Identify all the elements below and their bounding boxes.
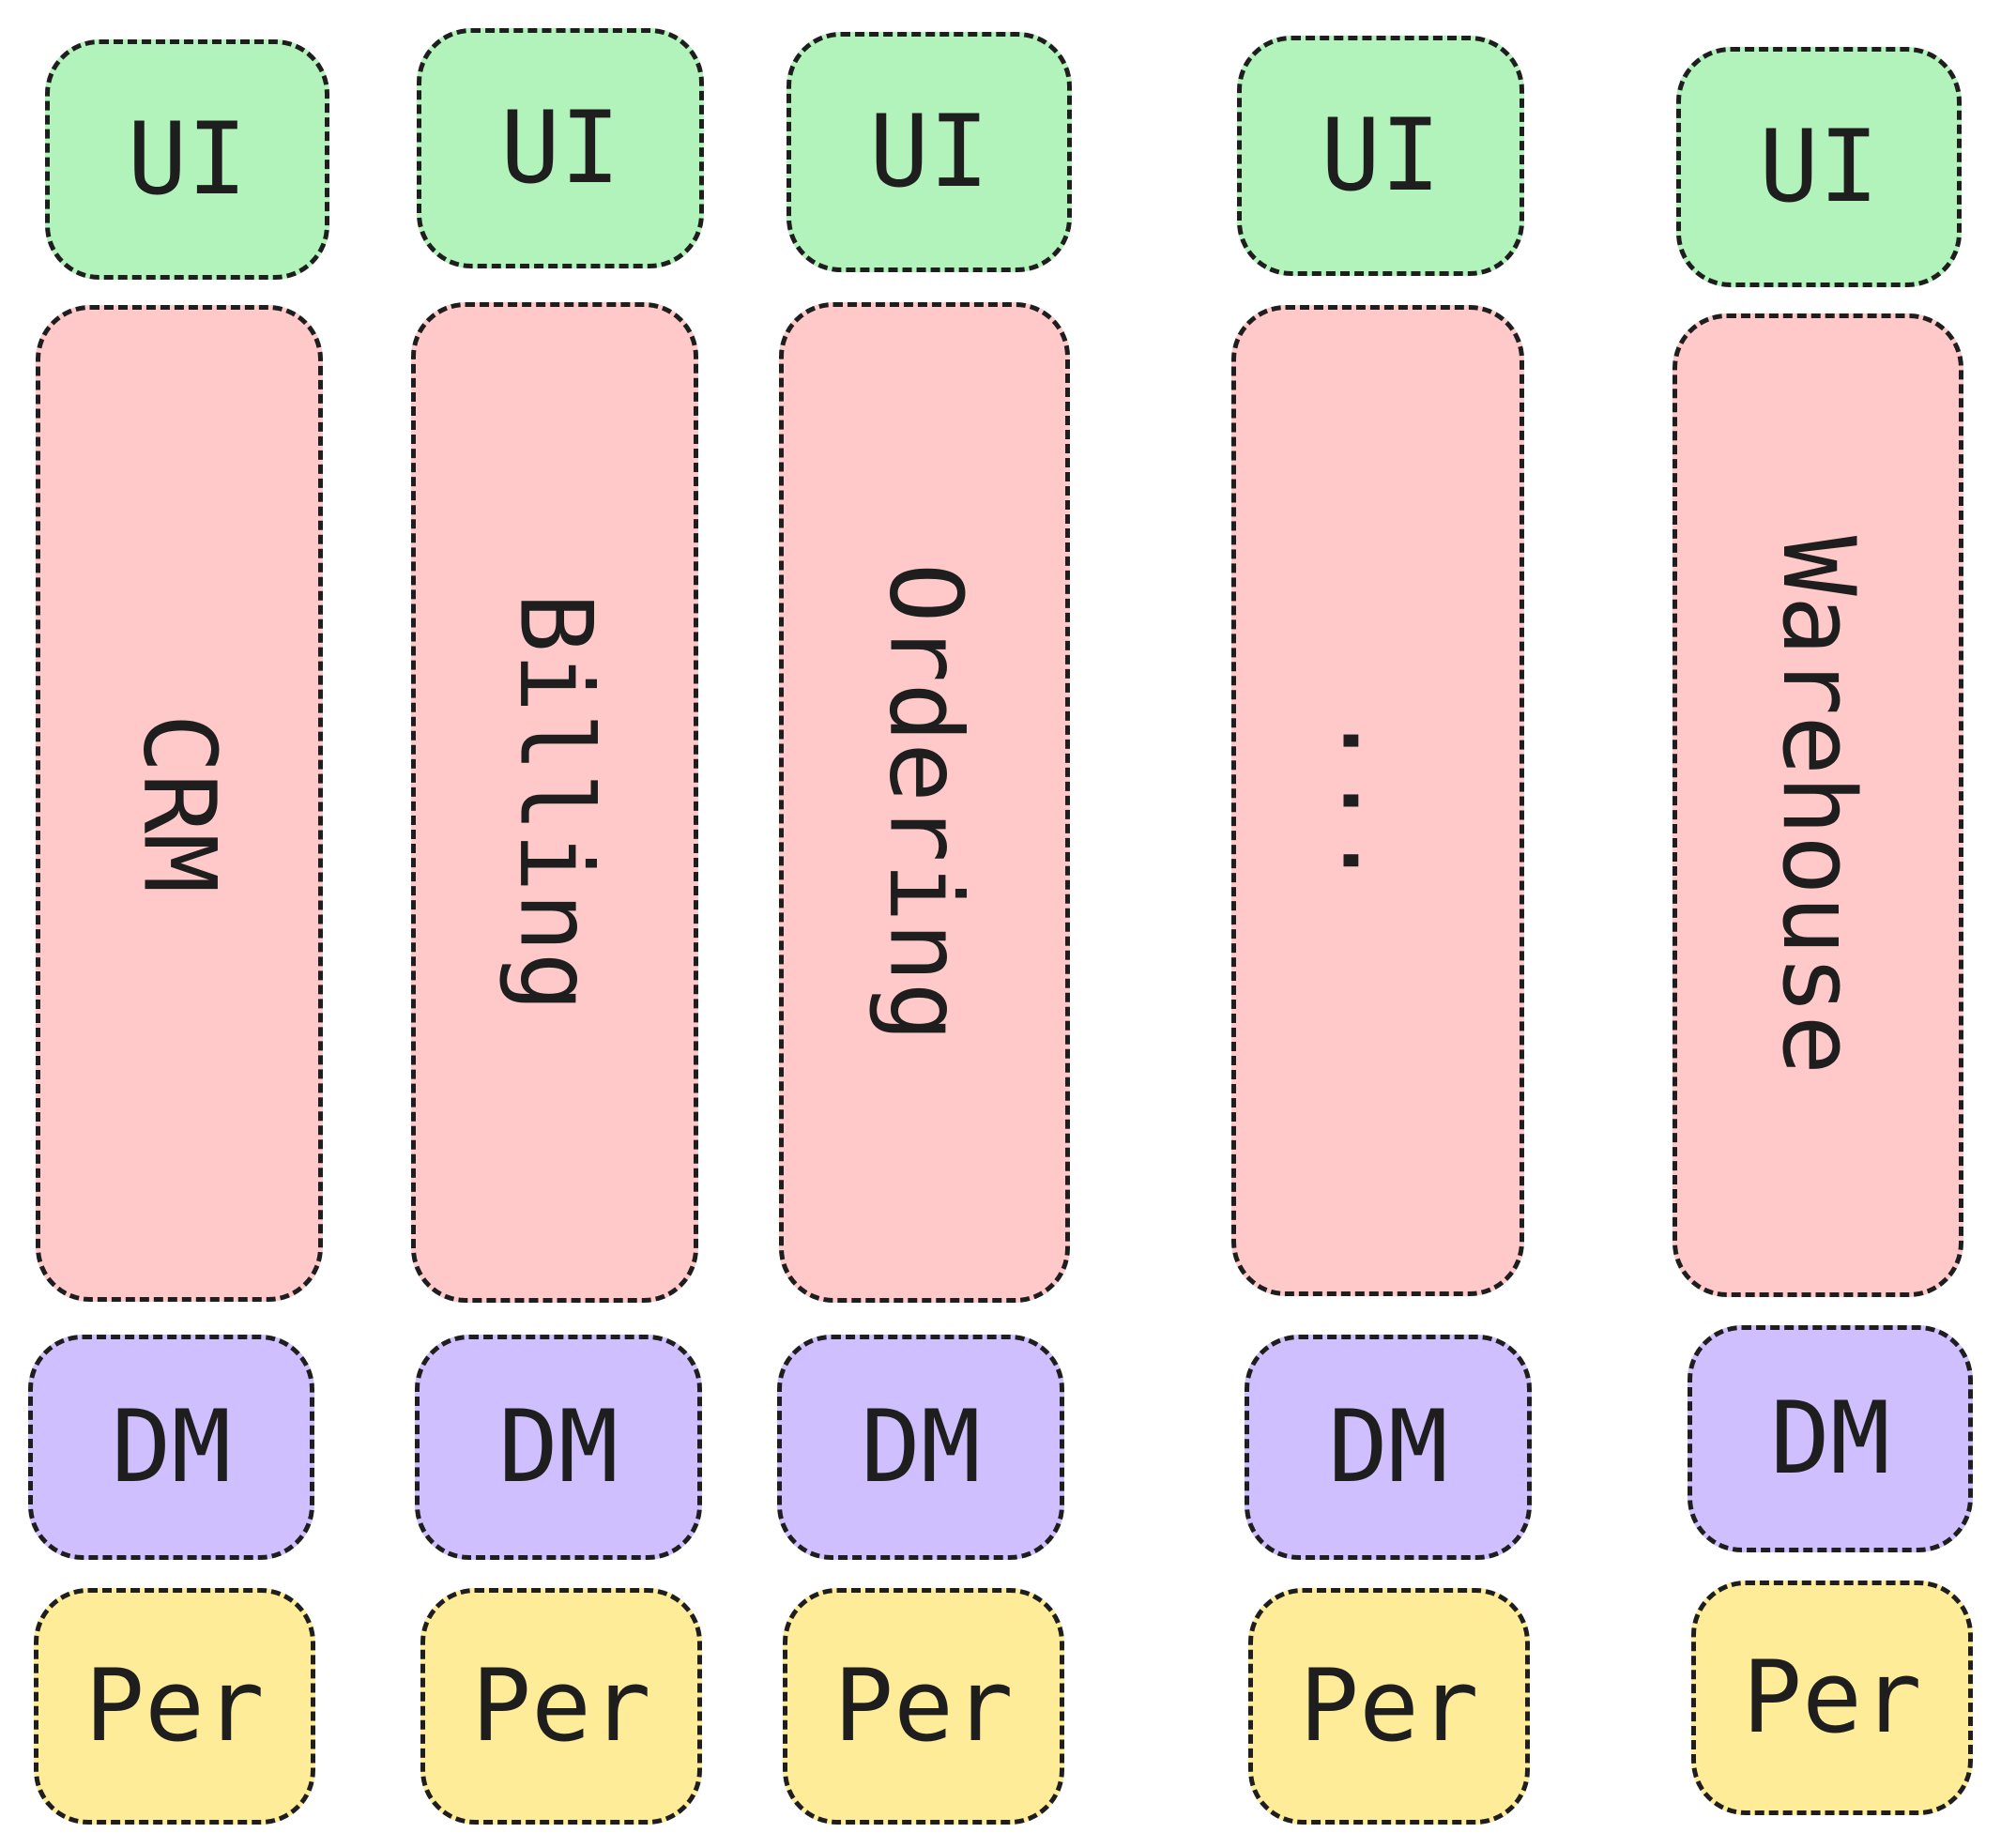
app-label: Billing bbox=[497, 592, 614, 1013]
dm-label: DM bbox=[111, 1389, 232, 1504]
ui-box-ordering: UI bbox=[787, 32, 1072, 272]
per-label: Per bbox=[1299, 1648, 1479, 1764]
ui-box-warehouse: UI bbox=[1676, 47, 1962, 287]
dm-label: DM bbox=[861, 1389, 981, 1504]
per-box-ellipsis: Per bbox=[1248, 1588, 1530, 1825]
ui-label: UI bbox=[1321, 98, 1441, 213]
dm-label: DM bbox=[498, 1389, 619, 1504]
dm-box-ellipsis: DM bbox=[1245, 1335, 1532, 1560]
dm-box-ordering: DM bbox=[777, 1335, 1064, 1560]
ui-label: UI bbox=[127, 101, 248, 217]
dm-label: DM bbox=[1770, 1381, 1890, 1496]
per-box-crm: Per bbox=[34, 1588, 315, 1825]
app-box-ordering: Ordering bbox=[779, 302, 1070, 1303]
per-label: Per bbox=[1742, 1640, 1922, 1755]
per-box-ordering: Per bbox=[783, 1588, 1064, 1825]
app-label: CRM bbox=[121, 713, 237, 893]
per-box-billing: Per bbox=[420, 1588, 702, 1825]
ui-label: UI bbox=[1759, 109, 1879, 224]
per-label: Per bbox=[833, 1648, 1014, 1764]
dm-box-billing: DM bbox=[415, 1335, 702, 1560]
app-label: Warehouse bbox=[1761, 535, 1877, 1076]
app-box-crm: CRM bbox=[36, 305, 323, 1302]
ui-label: UI bbox=[869, 94, 989, 209]
app-box-billing: Billing bbox=[411, 302, 698, 1303]
dm-box-crm: DM bbox=[28, 1335, 314, 1560]
per-label: Per bbox=[84, 1648, 265, 1764]
dm-box-warehouse: DM bbox=[1688, 1325, 1973, 1552]
ui-box-ellipsis: UI bbox=[1237, 36, 1524, 276]
ui-box-billing: UI bbox=[417, 28, 704, 268]
per-box-warehouse: Per bbox=[1691, 1581, 1973, 1815]
app-label: Ordering bbox=[867, 562, 984, 1043]
app-box-ellipsis: ... bbox=[1231, 305, 1524, 1296]
ui-label: UI bbox=[500, 90, 620, 206]
ui-box-crm: UI bbox=[45, 39, 329, 280]
app-label: ... bbox=[1320, 710, 1436, 891]
app-box-warehouse: Warehouse bbox=[1673, 313, 1963, 1297]
dm-label: DM bbox=[1328, 1389, 1448, 1504]
per-label: Per bbox=[471, 1648, 651, 1764]
